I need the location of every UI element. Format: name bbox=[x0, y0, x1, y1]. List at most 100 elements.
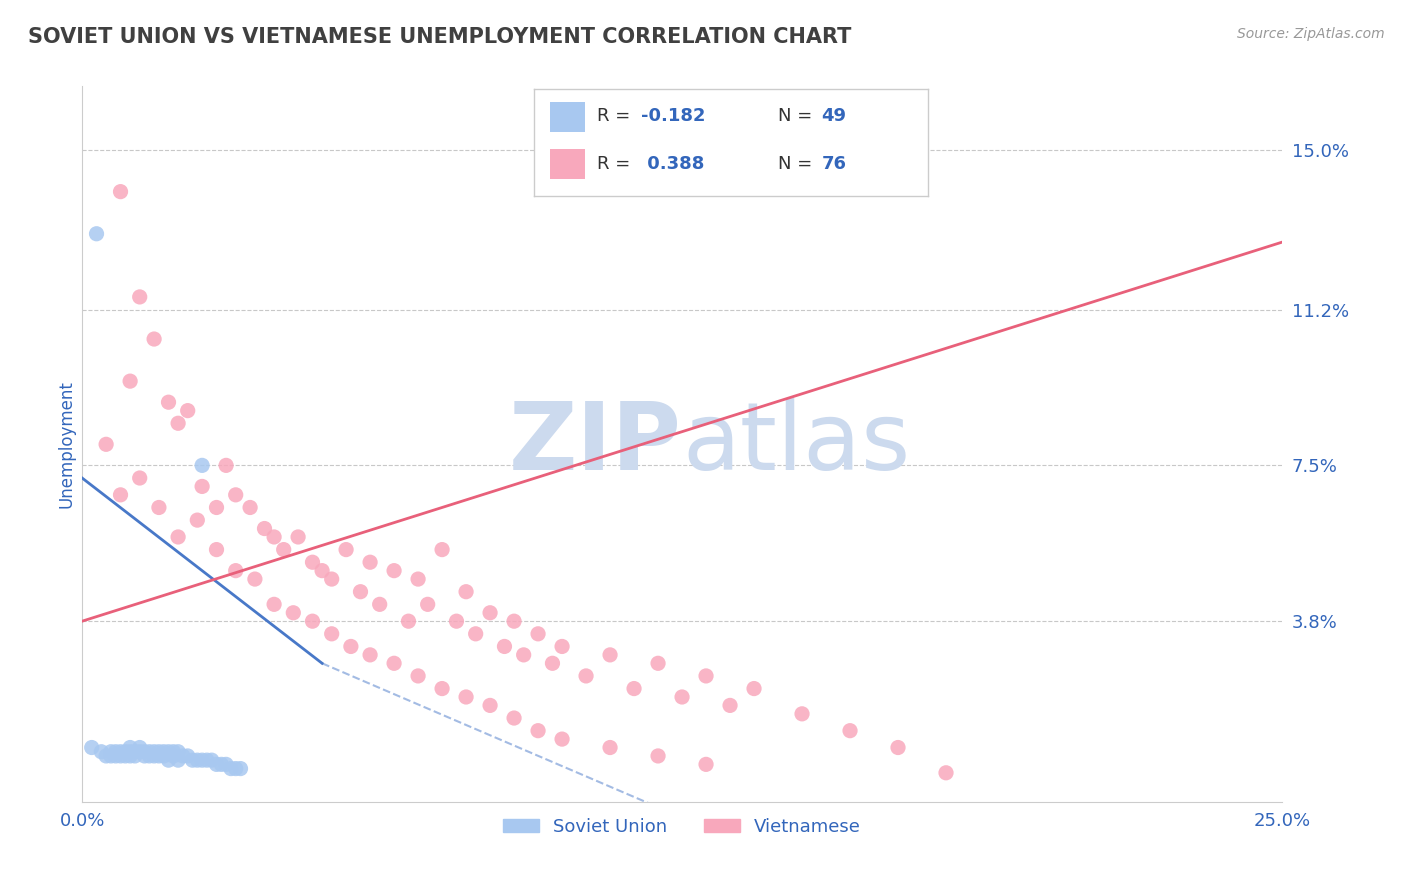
Point bbox=[464, 627, 486, 641]
Point bbox=[162, 745, 184, 759]
Point bbox=[430, 681, 453, 696]
Point bbox=[742, 681, 765, 696]
Point bbox=[599, 740, 621, 755]
Point bbox=[239, 500, 262, 515]
Point bbox=[195, 753, 218, 767]
Point bbox=[157, 753, 180, 767]
Point bbox=[124, 748, 146, 763]
Point bbox=[143, 745, 166, 759]
Point bbox=[647, 657, 669, 671]
Point bbox=[90, 745, 112, 759]
Point bbox=[167, 530, 190, 544]
Point bbox=[104, 745, 127, 759]
Point bbox=[138, 745, 160, 759]
Point bbox=[225, 762, 247, 776]
Point bbox=[80, 740, 103, 755]
Point bbox=[382, 564, 405, 578]
Point bbox=[671, 690, 693, 704]
Point bbox=[551, 640, 574, 654]
Point bbox=[177, 748, 200, 763]
Point bbox=[382, 657, 405, 671]
Point bbox=[718, 698, 741, 713]
Point bbox=[128, 740, 150, 755]
Point bbox=[100, 745, 122, 759]
Point bbox=[287, 530, 309, 544]
Point bbox=[416, 598, 439, 612]
Point bbox=[512, 648, 534, 662]
Point bbox=[110, 488, 132, 502]
Point bbox=[311, 564, 333, 578]
Point bbox=[128, 290, 150, 304]
Point bbox=[167, 753, 190, 767]
Point bbox=[100, 748, 122, 763]
Text: SOVIET UNION VS VIETNAMESE UNEMPLOYMENT CORRELATION CHART: SOVIET UNION VS VIETNAMESE UNEMPLOYMENT … bbox=[28, 27, 852, 46]
Point bbox=[406, 669, 429, 683]
Point bbox=[148, 745, 170, 759]
Point bbox=[138, 748, 160, 763]
Point bbox=[243, 572, 266, 586]
Text: 76: 76 bbox=[821, 155, 846, 173]
Point bbox=[186, 753, 208, 767]
Bar bbox=[550, 102, 585, 132]
Point bbox=[209, 757, 232, 772]
Point bbox=[162, 748, 184, 763]
Point bbox=[839, 723, 862, 738]
Point bbox=[114, 745, 136, 759]
Point bbox=[263, 598, 285, 612]
Point bbox=[599, 648, 621, 662]
Bar bbox=[550, 149, 585, 179]
Point bbox=[152, 748, 174, 763]
Point bbox=[94, 437, 117, 451]
Point bbox=[104, 748, 127, 763]
Point bbox=[219, 762, 242, 776]
Point bbox=[321, 627, 343, 641]
Text: atlas: atlas bbox=[682, 399, 910, 491]
Point bbox=[157, 745, 180, 759]
Point bbox=[321, 572, 343, 586]
Point bbox=[94, 748, 117, 763]
Point bbox=[157, 395, 180, 409]
Point bbox=[177, 403, 200, 417]
Text: N =: N = bbox=[779, 108, 818, 126]
Point bbox=[205, 542, 228, 557]
Point bbox=[215, 757, 238, 772]
Point bbox=[283, 606, 305, 620]
Point bbox=[120, 740, 142, 755]
Point bbox=[527, 627, 550, 641]
Point bbox=[120, 374, 142, 388]
Point bbox=[229, 762, 252, 776]
Point bbox=[124, 745, 146, 759]
Point bbox=[253, 522, 276, 536]
Point bbox=[225, 488, 247, 502]
Text: Source: ZipAtlas.com: Source: ZipAtlas.com bbox=[1237, 27, 1385, 41]
Point bbox=[494, 640, 516, 654]
Point bbox=[695, 669, 717, 683]
Point bbox=[479, 606, 502, 620]
Point bbox=[148, 748, 170, 763]
Point bbox=[128, 745, 150, 759]
Point bbox=[887, 740, 910, 755]
Point bbox=[527, 723, 550, 738]
Point bbox=[215, 458, 238, 473]
Point bbox=[191, 753, 214, 767]
Point bbox=[134, 748, 156, 763]
Point bbox=[143, 748, 166, 763]
Point bbox=[186, 513, 208, 527]
Text: R =: R = bbox=[598, 155, 637, 173]
Point bbox=[148, 500, 170, 515]
Point bbox=[398, 614, 420, 628]
Point bbox=[368, 598, 391, 612]
Legend: Soviet Union, Vietnamese: Soviet Union, Vietnamese bbox=[496, 811, 869, 843]
Point bbox=[86, 227, 108, 241]
Point bbox=[110, 745, 132, 759]
Point bbox=[205, 500, 228, 515]
Point bbox=[273, 542, 295, 557]
Point bbox=[695, 757, 717, 772]
Point bbox=[120, 745, 142, 759]
Point bbox=[172, 748, 194, 763]
Point bbox=[167, 745, 190, 759]
Point bbox=[446, 614, 468, 628]
Text: 49: 49 bbox=[821, 108, 846, 126]
Point bbox=[935, 765, 957, 780]
Point bbox=[301, 555, 323, 569]
